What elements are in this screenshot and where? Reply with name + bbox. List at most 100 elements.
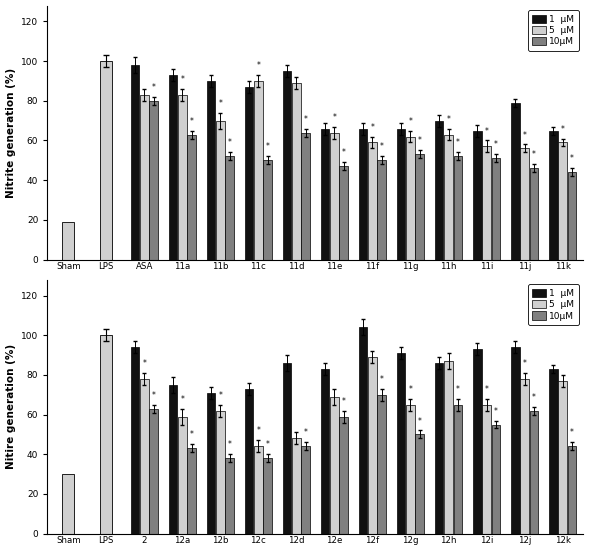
Text: *: * (228, 440, 231, 449)
Bar (435, 121, 444, 260)
Y-axis label: Nitrite generation (%): Nitrite generation (%) (5, 67, 15, 198)
Text: *: * (304, 429, 307, 437)
Text: *: * (266, 440, 270, 449)
Bar (359, 327, 368, 534)
Bar (62, 474, 74, 534)
Bar (62, 222, 74, 260)
Bar (292, 439, 300, 534)
Bar (169, 385, 177, 534)
Bar (520, 148, 529, 260)
Bar (330, 397, 339, 534)
Bar (226, 458, 234, 534)
Bar (397, 128, 405, 260)
Text: *: * (143, 359, 146, 368)
Text: *: * (190, 430, 194, 439)
Bar (568, 446, 576, 534)
Text: *: * (446, 115, 451, 123)
Bar (245, 87, 253, 260)
Text: *: * (380, 375, 383, 384)
Bar (368, 143, 377, 260)
Text: *: * (342, 397, 346, 406)
Bar (187, 449, 196, 534)
Bar (321, 128, 329, 260)
Text: *: * (532, 393, 536, 402)
Bar (207, 393, 216, 534)
Bar (406, 404, 415, 534)
Bar (140, 379, 148, 534)
Bar (473, 131, 482, 260)
Text: *: * (570, 429, 574, 437)
Bar (415, 434, 424, 534)
Bar (140, 95, 148, 260)
Text: *: * (485, 385, 488, 394)
Bar (150, 101, 158, 260)
Bar (245, 389, 253, 534)
Bar (473, 349, 482, 534)
Bar (378, 160, 386, 260)
Text: *: * (456, 138, 460, 148)
Bar (150, 409, 158, 534)
Bar (568, 172, 576, 260)
Legend: 1  μM, 5  μM, 10μM: 1 μM, 5 μM, 10μM (528, 10, 579, 51)
Text: *: * (409, 385, 412, 394)
Bar (492, 158, 500, 260)
Text: *: * (256, 61, 260, 70)
Bar (549, 131, 558, 260)
Text: *: * (342, 148, 346, 158)
Bar (558, 381, 567, 534)
Bar (292, 83, 300, 260)
Bar (263, 160, 272, 260)
Y-axis label: Nitire generation (%): Nitire generation (%) (5, 344, 15, 469)
Bar (169, 75, 177, 260)
Bar (435, 363, 444, 534)
Bar (482, 404, 491, 534)
Text: *: * (228, 138, 231, 148)
Text: *: * (418, 417, 422, 425)
Text: *: * (561, 125, 564, 133)
Bar (511, 103, 519, 260)
Bar (530, 410, 538, 534)
Bar (302, 446, 310, 534)
Bar (302, 133, 310, 260)
Text: *: * (180, 75, 184, 84)
Text: *: * (256, 426, 260, 435)
Bar (444, 134, 453, 260)
Bar (406, 137, 415, 260)
Bar (254, 446, 263, 534)
Bar (339, 166, 348, 260)
Text: *: * (370, 122, 375, 132)
Text: *: * (333, 112, 336, 122)
Bar (283, 363, 292, 534)
Text: *: * (151, 83, 155, 92)
Text: *: * (180, 395, 184, 404)
Bar (263, 458, 272, 534)
Bar (454, 156, 462, 260)
Bar (321, 369, 329, 534)
Bar (216, 121, 224, 260)
Text: *: * (190, 117, 194, 126)
Bar (549, 369, 558, 534)
Text: *: * (570, 154, 574, 163)
Bar (100, 335, 112, 534)
Bar (415, 154, 424, 260)
Text: *: * (151, 391, 155, 399)
Bar (207, 81, 216, 260)
Bar (359, 128, 368, 260)
Bar (482, 147, 491, 260)
Bar (520, 379, 529, 534)
Bar (511, 347, 519, 534)
Text: *: * (522, 131, 527, 139)
Bar (530, 168, 538, 260)
Text: *: * (418, 137, 422, 145)
Bar (339, 417, 348, 534)
Text: *: * (304, 115, 307, 123)
Bar (187, 134, 196, 260)
Text: *: * (456, 385, 460, 394)
Bar (178, 417, 187, 534)
Bar (368, 357, 377, 534)
Bar (131, 65, 139, 260)
Bar (558, 143, 567, 260)
Bar (330, 133, 339, 260)
Bar (216, 410, 224, 534)
Text: *: * (494, 407, 498, 415)
